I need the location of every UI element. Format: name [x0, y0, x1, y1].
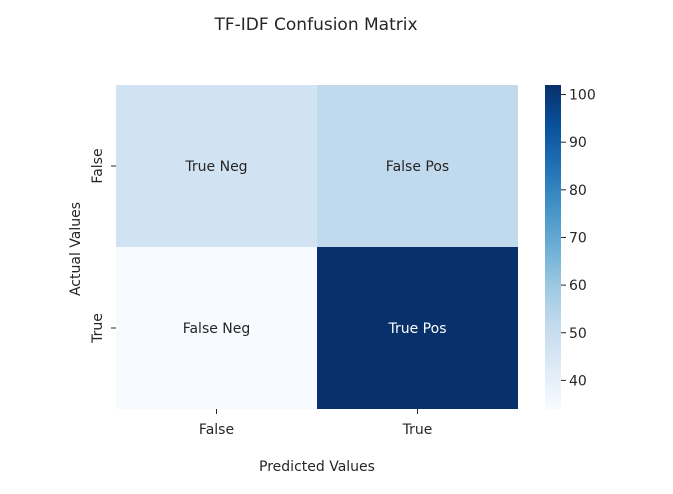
- colorbar-tick-label: 60: [569, 278, 587, 294]
- heatmap-cell: [116, 85, 317, 247]
- x-axis-label: Predicted Values: [259, 459, 375, 475]
- x-axis-ticks: False True: [199, 409, 432, 438]
- y-tick-label: True: [90, 313, 106, 344]
- y-axis-ticks: False True: [90, 148, 116, 344]
- heatmap-cells: [116, 85, 518, 409]
- colorbar-tick-label: 70: [569, 230, 587, 246]
- x-tick-label: False: [199, 422, 234, 438]
- cell-label: False Neg: [183, 321, 251, 337]
- cell-label: False Pos: [386, 159, 449, 175]
- colorbar-tick-label: 40: [569, 373, 587, 389]
- y-axis-label: Actual Values: [68, 202, 84, 296]
- colorbar-tick-label: 80: [569, 183, 587, 199]
- colorbar: [545, 85, 561, 409]
- cell-label: True Pos: [388, 321, 447, 337]
- colorbar-tick-label: 50: [569, 326, 587, 342]
- colorbar-ticks: 40 50 60 70 80 90 100: [561, 88, 596, 389]
- heatmap-cell: [317, 85, 518, 247]
- colorbar-tick-label: 100: [569, 88, 596, 104]
- heatmap-cell: [116, 247, 317, 409]
- chart-title: TF-IDF Confusion Matrix: [213, 15, 417, 35]
- colorbar-tick-label: 90: [569, 135, 587, 151]
- heatmap-cell: [317, 247, 518, 409]
- y-tick-label: False: [90, 148, 106, 183]
- x-tick-label: True: [402, 422, 433, 438]
- heatmap-cell-labels: True Neg False Pos False Neg True Pos: [183, 159, 449, 337]
- cell-label: True Neg: [184, 159, 247, 175]
